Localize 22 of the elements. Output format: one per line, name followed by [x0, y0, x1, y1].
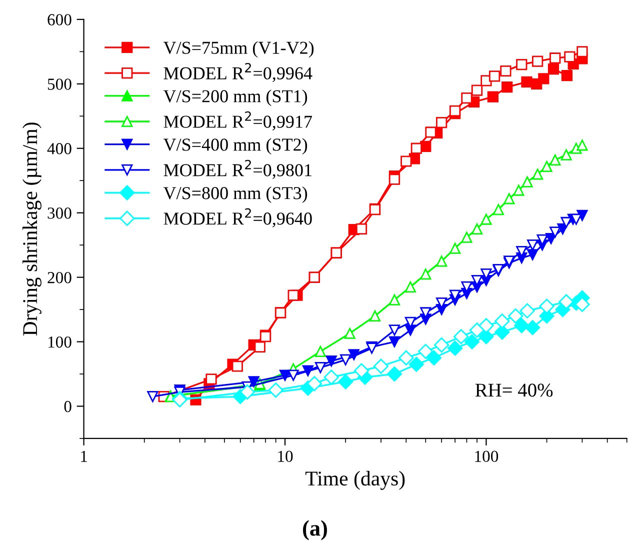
legend-label: V/S=400 mm (ST2) — [163, 138, 308, 154]
annotation: RH= 40% — [475, 384, 553, 397]
legend-label: V/S=75mm (V1-V2) — [163, 41, 314, 58]
y-tick-label: 300 — [48, 208, 72, 219]
text: (a) — [303, 520, 327, 540]
legend-label: MODEL R$^{2}$=0,9640 — [164, 208, 312, 228]
y-tick-label: 200 — [48, 272, 72, 284]
y-tick-label: 100 — [48, 336, 72, 348]
x-tick-label: 10 — [278, 450, 293, 462]
x-tick-label: 100 — [475, 450, 498, 462]
legend-label: MODEL R$^{2}$=0,9801 — [164, 160, 312, 179]
y-tick-label: 500 — [48, 78, 72, 90]
y-tick-label: 600 — [48, 14, 72, 26]
x-axis-title: Time (days) — [305, 470, 405, 490]
y-axis-title: Drying shrinkage (µm/m) — [22, 122, 42, 336]
legend-label: MODEL R$^{2}$=0,9917 — [164, 111, 312, 130]
y-tick-label: 0 — [64, 400, 72, 412]
x-tick-label: 1 — [81, 450, 87, 462]
legend-label: V/S=800 mm (ST3) — [163, 186, 308, 203]
legend-label: MODEL R$^{2}$=0,9964 — [164, 62, 312, 82]
legend-label: V/S=200 mm (ST1) — [163, 90, 308, 106]
y-tick-label: 400 — [47, 143, 72, 154]
